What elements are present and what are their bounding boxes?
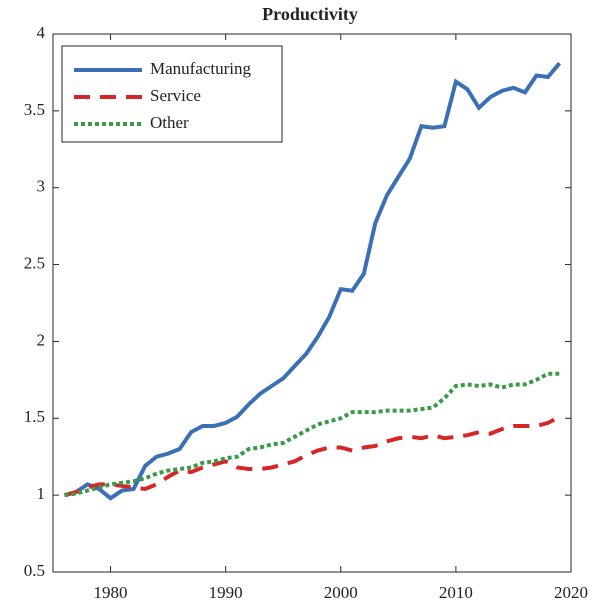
x-tick-label: 1990 [209, 583, 243, 602]
line-series [64, 371, 560, 498]
x-tick-label: 2020 [554, 583, 588, 602]
legend-label: Manufacturing [150, 59, 252, 78]
legend-label: Other [150, 113, 189, 132]
y-tick-label: 1.5 [24, 407, 45, 426]
chart-title: Productivity [262, 4, 358, 24]
x-tick-label: 1980 [94, 583, 128, 602]
y-tick-label: 2.5 [24, 253, 45, 272]
y-tick-label: 1 [37, 484, 46, 503]
y-tick-label: 0.5 [24, 561, 45, 580]
y-tick-label: 3 [37, 177, 46, 196]
line-series [63, 61, 562, 501]
y-tick-label: 3.5 [24, 100, 45, 119]
y-tick-label: 2 [37, 330, 46, 349]
x-tick-label: 2010 [439, 583, 473, 602]
y-tick-label: 4 [37, 23, 46, 42]
line-series [63, 414, 561, 498]
x-tick-label: 2000 [324, 583, 358, 602]
plot-frame [52, 33, 572, 573]
legend-label: Service [150, 86, 201, 105]
